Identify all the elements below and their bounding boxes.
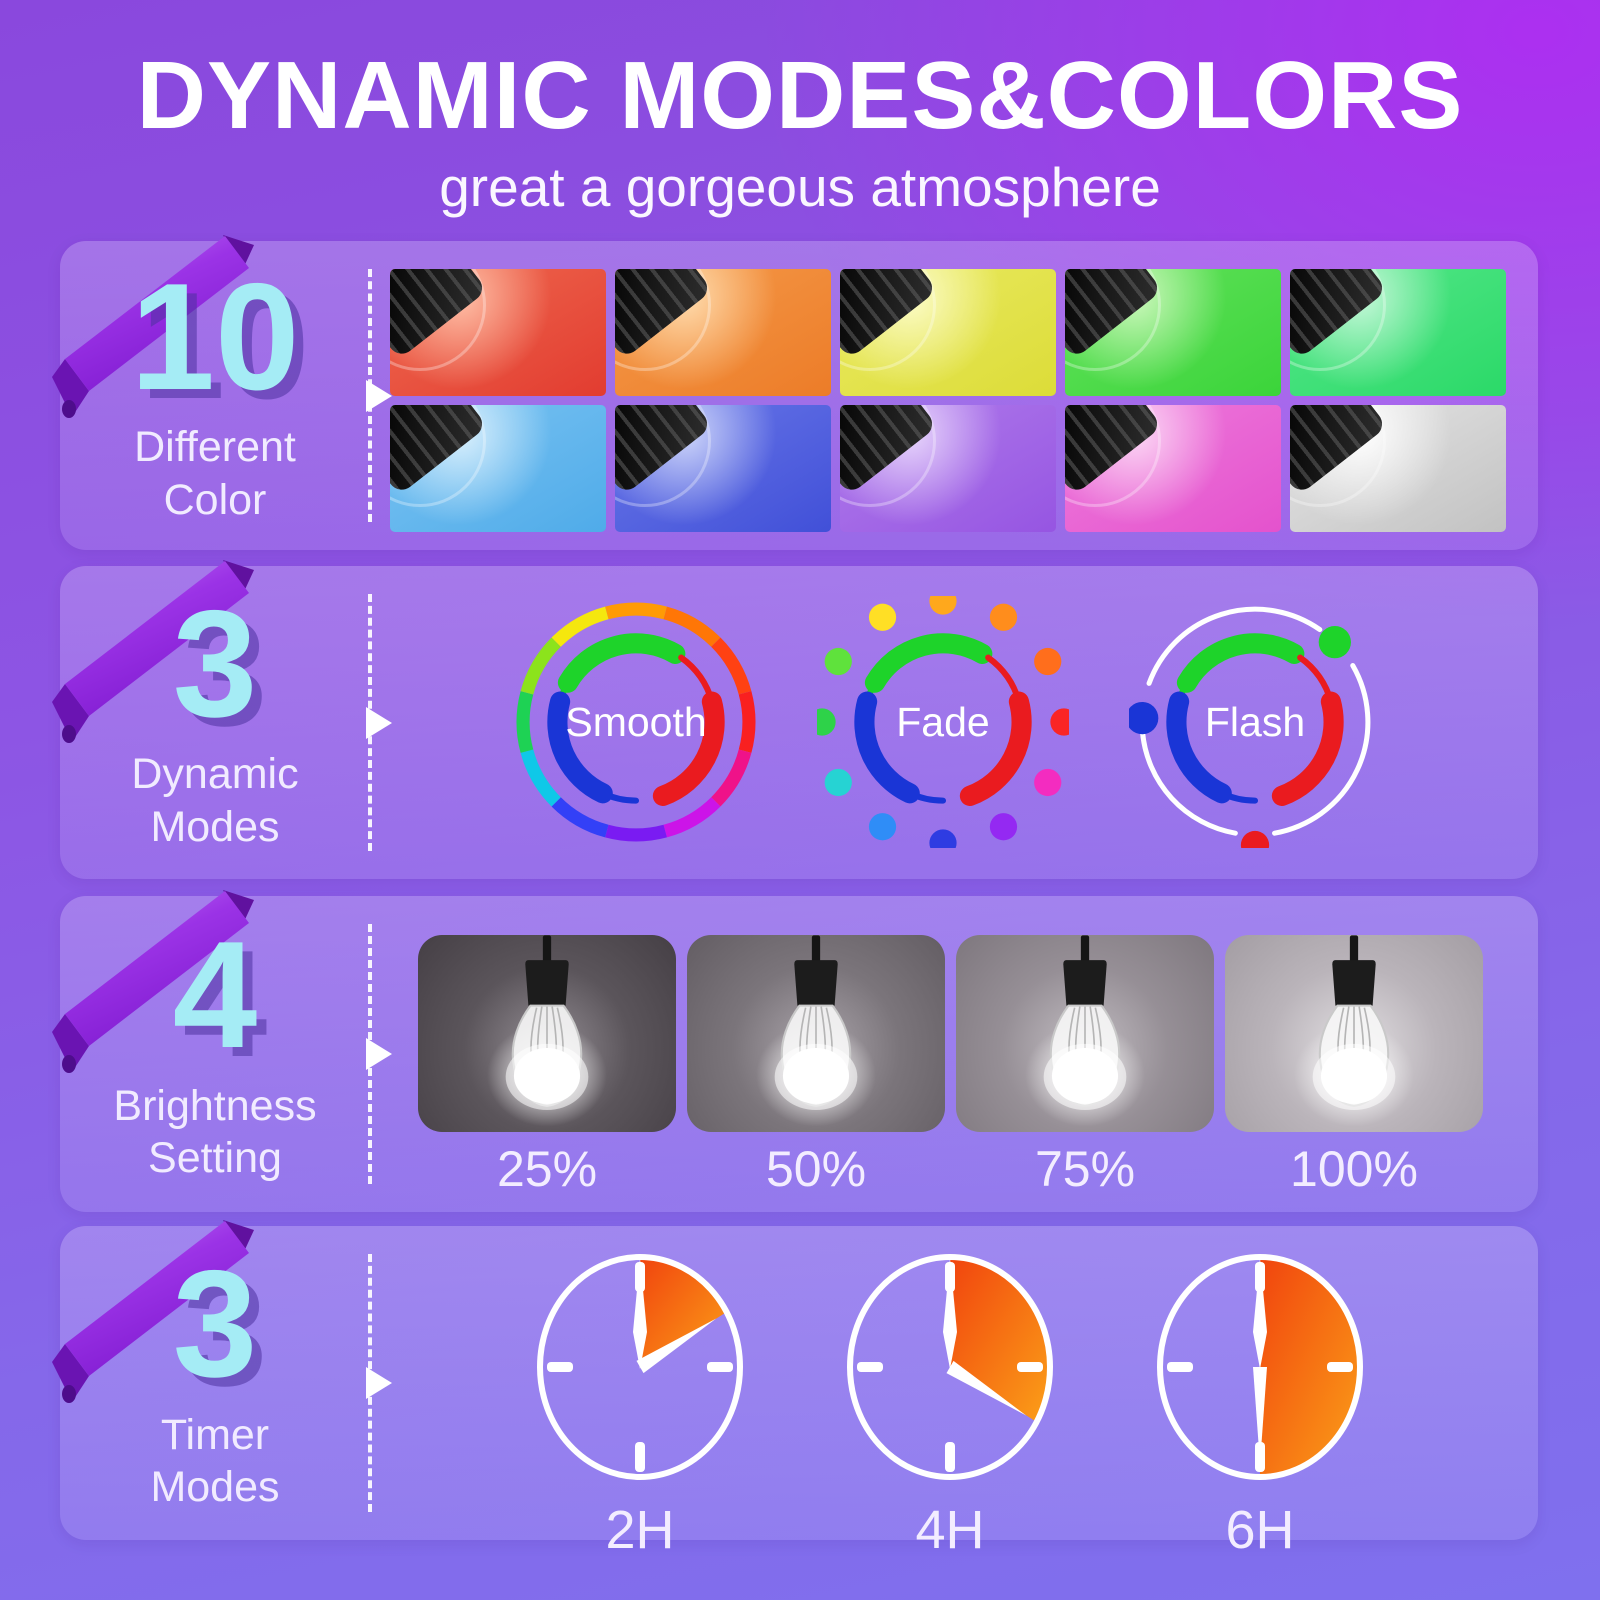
mode-fade: Fade <box>817 596 1069 848</box>
white-ring-rgb-swirl-icon <box>1129 606 1371 848</box>
color-swatch-green <box>1065 269 1281 396</box>
brightness-photo-75 <box>956 935 1214 1132</box>
timer-label: 6H <box>1225 1500 1295 1560</box>
timer-label: 2H <box>605 1500 675 1560</box>
color-swatch-red <box>390 269 606 396</box>
count-label: Brightness Setting <box>113 1081 317 1183</box>
arrow-right-icon <box>366 706 392 739</box>
brightness-photo-100 <box>1225 935 1483 1132</box>
hanging-bulb-icon <box>487 935 607 1127</box>
color-swatch-white <box>1290 405 1506 532</box>
mode-flash: Flash <box>1129 596 1381 848</box>
section-count-column: 10 Different Color <box>60 241 370 550</box>
page-subtitle: great a gorgeous atmosphere <box>439 155 1161 218</box>
color-swatch-magenta <box>1065 405 1281 532</box>
hanging-bulb-icon <box>1025 935 1145 1127</box>
brightness-percent: 100% <box>1290 1141 1418 1197</box>
color-swatch-yellow <box>840 269 1056 396</box>
section-different-colors: 10 Different Color <box>52 235 1538 550</box>
color-swatch-blue <box>615 405 831 532</box>
brightness-percent: 75% <box>1034 1141 1136 1197</box>
color-swatch-grid <box>390 269 1506 532</box>
count-label: Different Color <box>134 423 296 524</box>
mode-label: Flash <box>1204 698 1306 745</box>
arrow-right-icon <box>366 1038 392 1070</box>
hanging-bulb-icon <box>1294 935 1414 1127</box>
count-label: Timer Modes <box>150 1410 280 1512</box>
brightness-photo-25 <box>418 935 676 1132</box>
mode-label: Fade <box>896 698 990 745</box>
mode-smooth: Smooth <box>510 596 762 848</box>
count-number: 4 <box>172 910 258 1081</box>
color-swatch-purple <box>840 405 1056 532</box>
header: DYNAMIC MODES&COLORS great a gorgeous at… <box>0 42 1600 219</box>
section-brightness-setting: 4 Brightness Setting <box>52 890 1538 1212</box>
clock-2h-icon <box>537 1254 743 1480</box>
color-swatch-sky-blue <box>390 405 606 532</box>
clock-6h-icon <box>1157 1254 1363 1480</box>
mode-label: Smooth <box>565 698 707 745</box>
section-timer-modes: 3 Timer Modes 2H <box>52 1220 1538 1560</box>
count-number: 10 <box>130 251 300 422</box>
brightness-photo-50 <box>687 935 945 1132</box>
timer-2h: 2H <box>525 1242 755 1561</box>
section-count-column: 3 Timer Modes <box>60 1226 370 1540</box>
color-swatch-orange <box>615 269 831 396</box>
color-dots-rgb-swirl-icon <box>817 596 1069 848</box>
arrow-right-icon <box>366 379 392 412</box>
section-count-column: 4 Brightness Setting <box>60 896 370 1212</box>
page-title: DYNAMIC MODES&COLORS <box>136 42 1464 149</box>
arrow-right-icon <box>366 1367 392 1399</box>
section-dynamic-modes: 3 Dynamic Modes <box>52 560 1538 879</box>
color-swatch-emerald <box>1290 269 1506 396</box>
count-number: 3 <box>172 578 258 749</box>
count-label: Dynamic Modes <box>131 750 299 851</box>
timer-6h: 6H <box>1145 1242 1375 1561</box>
section-count-column: 3 Dynamic Modes <box>60 566 370 879</box>
hanging-bulb-icon <box>756 935 876 1127</box>
brightness-percent: 25% <box>496 1141 598 1197</box>
count-number: 3 <box>172 1239 258 1410</box>
clock-4h-icon <box>847 1254 1053 1480</box>
rainbow-ring-rgb-swirl-icon <box>516 602 756 842</box>
timer-4h: 4H <box>835 1242 1065 1561</box>
brightness-percent: 50% <box>765 1141 867 1197</box>
timer-label: 4H <box>915 1500 985 1560</box>
